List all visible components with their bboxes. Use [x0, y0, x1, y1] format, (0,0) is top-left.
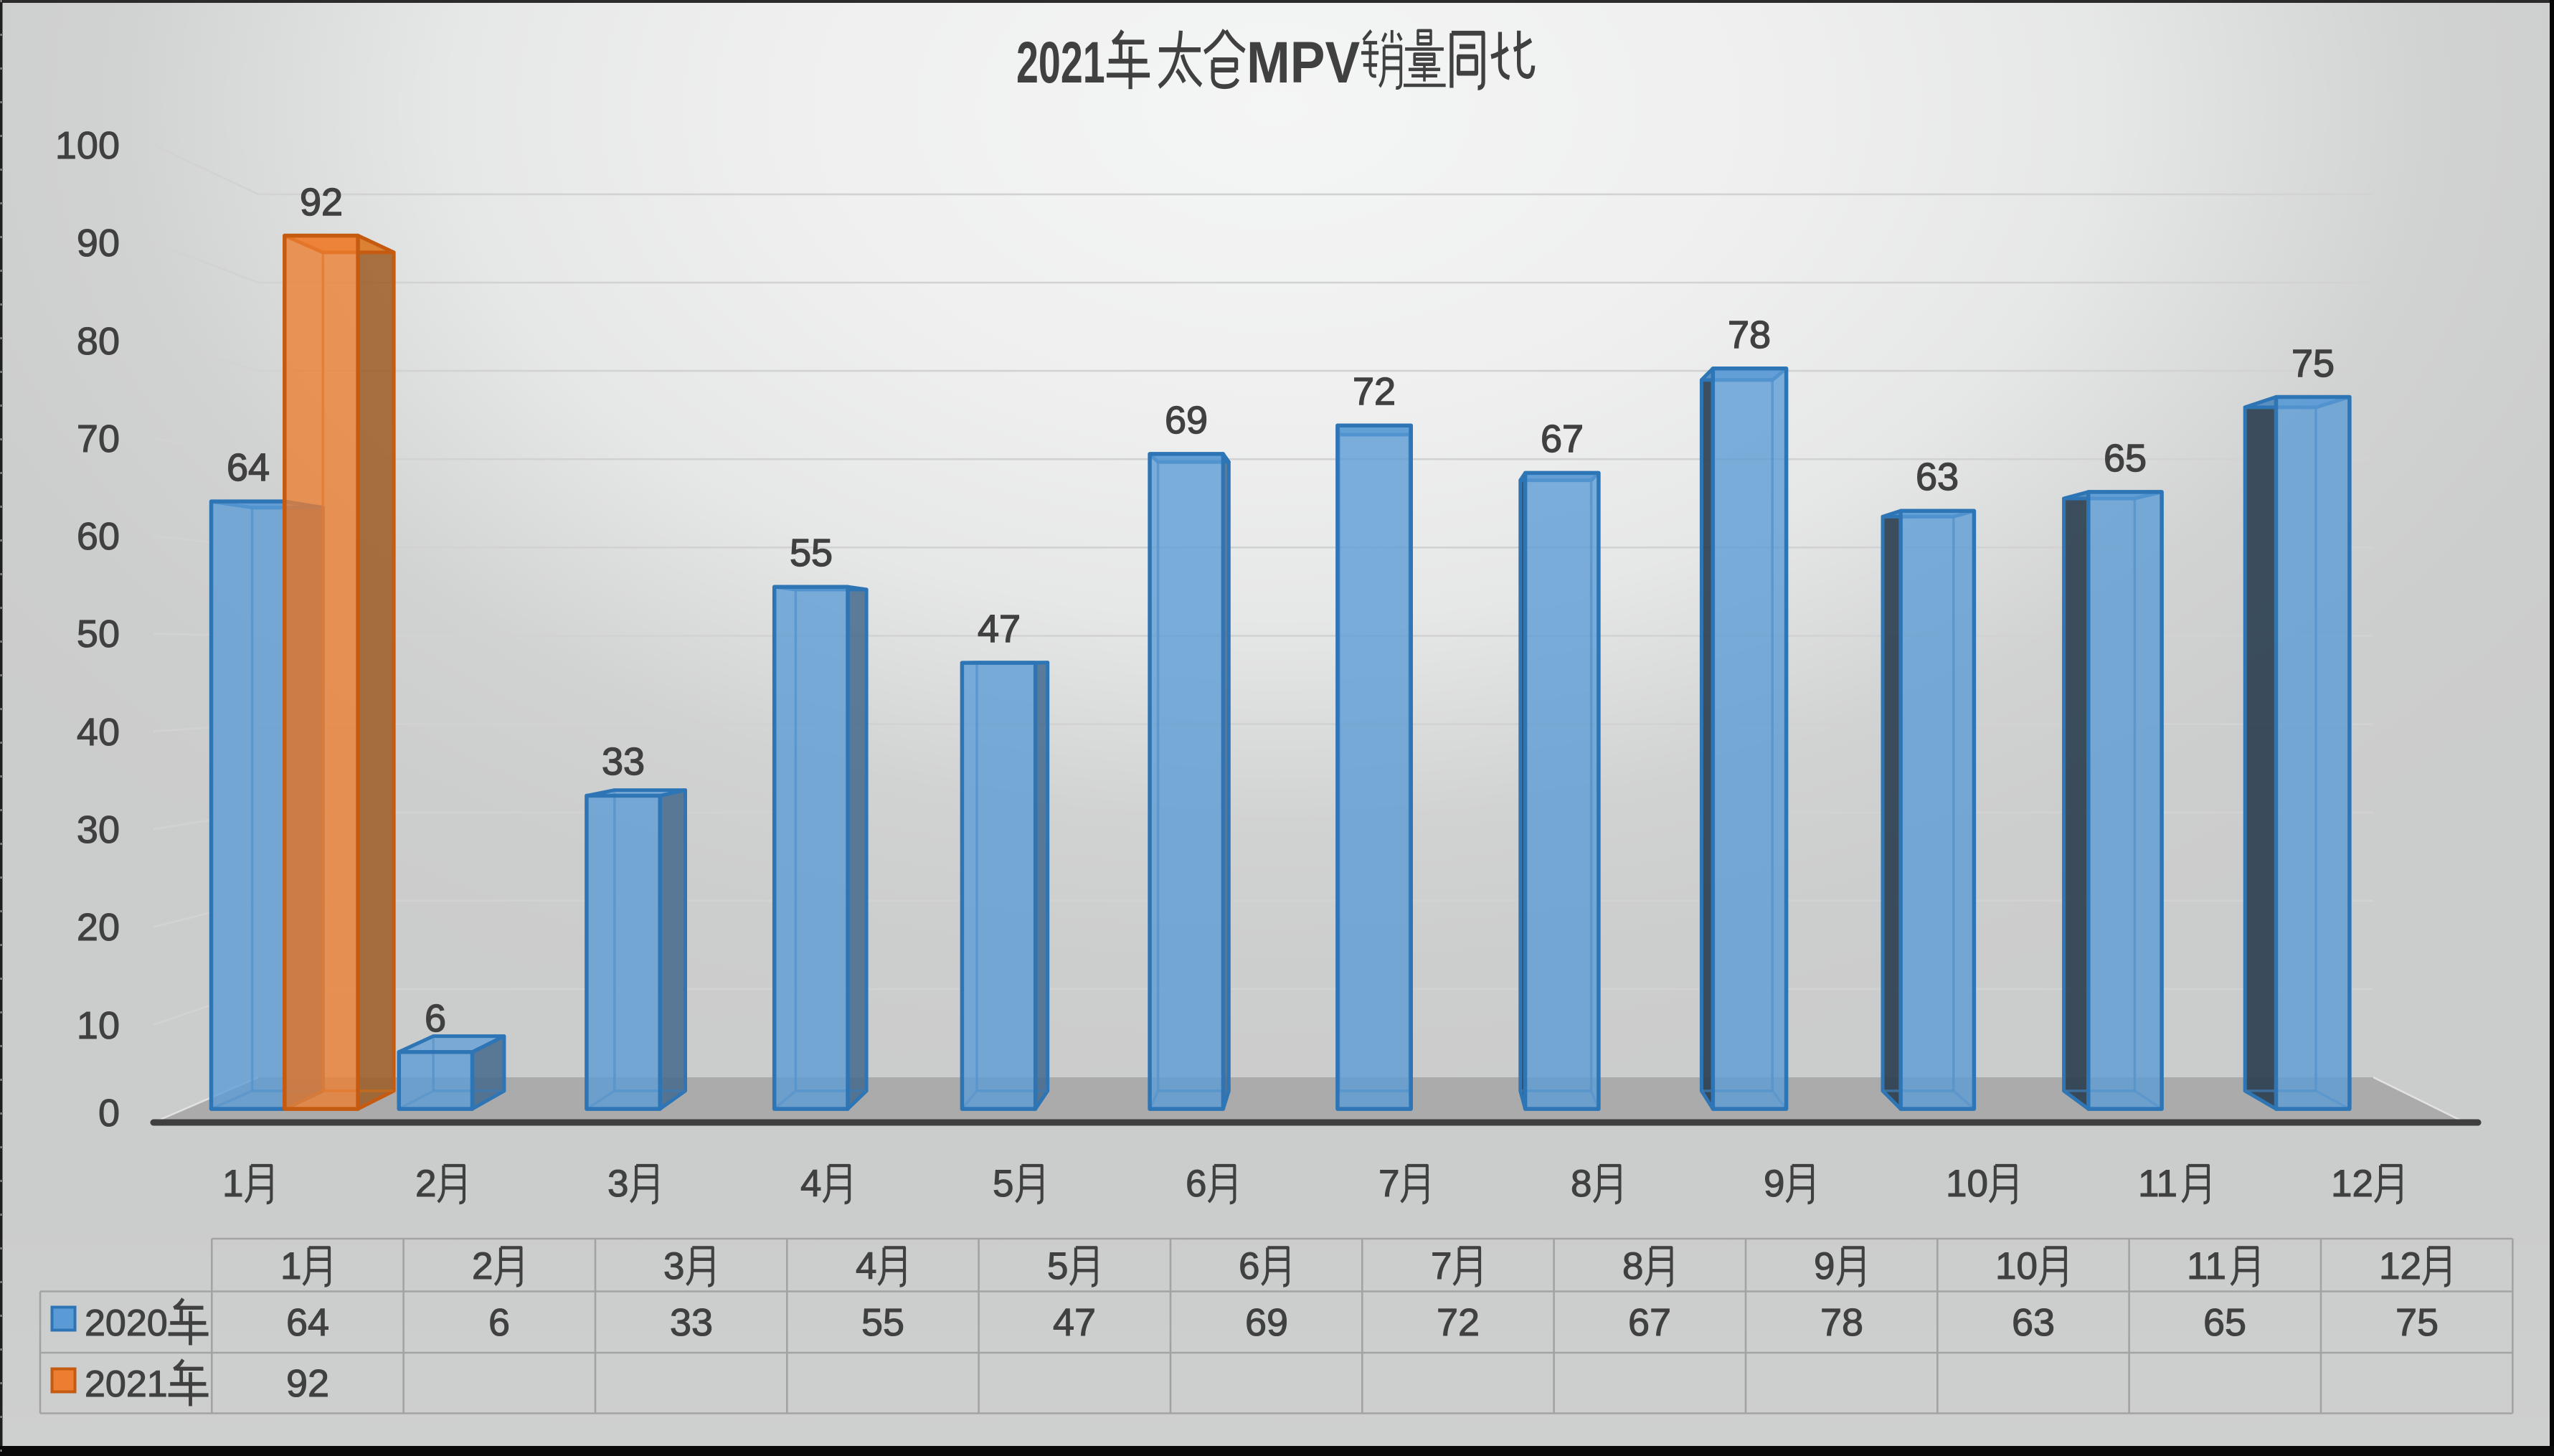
svg-text:6: 6: [1239, 1245, 1259, 1287]
svg-text:50: 50: [77, 613, 120, 656]
svg-text:40: 40: [77, 711, 120, 754]
svg-text:33: 33: [602, 740, 645, 783]
svg-text:72: 72: [1353, 370, 1396, 413]
svg-text:5: 5: [1047, 1245, 1068, 1287]
svg-text:0: 0: [98, 1092, 120, 1135]
svg-text:1: 1: [280, 1245, 301, 1287]
svg-text:MPV: MPV: [1247, 30, 1360, 95]
svg-text:5: 5: [993, 1163, 1013, 1205]
svg-text:3: 3: [607, 1163, 628, 1205]
svg-text:67: 67: [1628, 1301, 1671, 1344]
svg-text:33: 33: [670, 1301, 713, 1344]
svg-text:78: 78: [1820, 1301, 1863, 1344]
svg-text:4: 4: [856, 1245, 876, 1287]
svg-text:2020: 2020: [85, 1303, 168, 1344]
svg-text:2021: 2021: [85, 1363, 168, 1405]
svg-text:30: 30: [77, 808, 120, 851]
svg-text:2: 2: [472, 1245, 493, 1287]
svg-text:4: 4: [800, 1163, 821, 1205]
svg-text:10: 10: [77, 1004, 120, 1047]
svg-text:72: 72: [1437, 1301, 1480, 1344]
svg-text:6: 6: [1186, 1163, 1206, 1205]
svg-text:63: 63: [1916, 455, 1959, 498]
svg-text:75: 75: [2395, 1301, 2439, 1344]
svg-text:12: 12: [2331, 1163, 2373, 1205]
svg-text:65: 65: [2104, 437, 2147, 480]
svg-text:8: 8: [1622, 1245, 1643, 1287]
svg-text:60: 60: [77, 515, 120, 558]
svg-text:75: 75: [2291, 342, 2335, 385]
svg-text:7: 7: [1378, 1163, 1399, 1205]
svg-text:6: 6: [425, 997, 446, 1040]
svg-text:69: 69: [1245, 1301, 1288, 1344]
svg-text:10: 10: [1946, 1163, 1988, 1205]
svg-text:9: 9: [1814, 1245, 1835, 1287]
svg-text:2021: 2021: [1016, 29, 1105, 95]
svg-text:65: 65: [2203, 1301, 2246, 1344]
svg-text:11: 11: [2138, 1163, 2177, 1205]
svg-text:12: 12: [2379, 1245, 2421, 1287]
svg-text:10: 10: [1995, 1245, 2038, 1287]
svg-text:92: 92: [300, 181, 343, 224]
svg-text:7: 7: [1431, 1245, 1452, 1287]
svg-text:47: 47: [978, 608, 1021, 651]
svg-text:63: 63: [2012, 1301, 2055, 1344]
svg-text:2: 2: [415, 1163, 436, 1205]
svg-text:6: 6: [488, 1301, 510, 1344]
svg-text:80: 80: [77, 320, 120, 363]
svg-text:67: 67: [1541, 417, 1584, 460]
svg-text:100: 100: [55, 124, 120, 167]
svg-text:55: 55: [790, 531, 833, 575]
svg-text:55: 55: [861, 1301, 904, 1344]
svg-text:90: 90: [77, 222, 120, 265]
svg-text:64: 64: [227, 446, 270, 489]
svg-text:11: 11: [2187, 1245, 2226, 1287]
svg-text:47: 47: [1053, 1301, 1096, 1344]
svg-text:1: 1: [222, 1163, 243, 1205]
svg-text:3: 3: [663, 1245, 684, 1287]
svg-text:9: 9: [1764, 1163, 1784, 1205]
svg-text:70: 70: [77, 417, 120, 460]
svg-text:69: 69: [1165, 399, 1208, 442]
svg-text:20: 20: [77, 906, 120, 949]
svg-text:78: 78: [1728, 313, 1771, 356]
svg-text:64: 64: [286, 1301, 329, 1344]
svg-text:8: 8: [1571, 1163, 1591, 1205]
svg-text:92: 92: [286, 1362, 329, 1405]
